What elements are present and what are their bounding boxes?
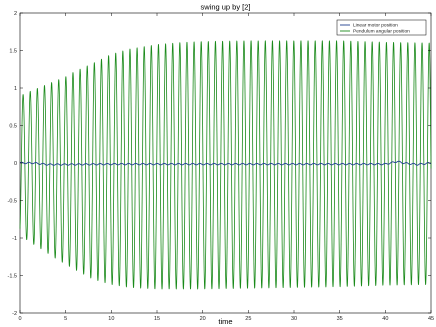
legend-label-linear-motor: Linear motor position — [353, 23, 398, 29]
y-tick-label: 1.5 — [9, 49, 17, 55]
y-tick-label: -0.5 — [8, 199, 17, 205]
x-tick-label: 0 — [18, 316, 21, 322]
x-tick-label: 40 — [382, 316, 388, 322]
y-tick-label: 0.5 — [9, 124, 17, 130]
x-tick-label: 20 — [200, 316, 206, 322]
x-tick-label: 30 — [291, 316, 297, 322]
y-tick-label: -1.5 — [8, 274, 17, 280]
x-tick-label: 45 — [428, 316, 434, 322]
x-tick-label: 15 — [154, 316, 160, 322]
series-line-linear-motor — [19, 160, 432, 166]
series-line-pendulum — [19, 40, 432, 290]
legend: Linear motor position Pendulum angular p… — [336, 19, 427, 36]
y-tick-label: -2 — [12, 311, 17, 317]
series-layer — [19, 40, 432, 290]
y-tick-label: 1 — [14, 86, 17, 92]
y-tick-label: 0 — [14, 161, 17, 167]
x-tick-label: 25 — [245, 316, 251, 322]
x-tick-label: 35 — [337, 316, 343, 322]
legend-box — [336, 19, 427, 36]
chart-title: swing up by [2] — [200, 3, 250, 12]
y-tick-label: 2 — [14, 11, 17, 17]
x-axis-title: time — [218, 317, 232, 326]
x-tick-label: 5 — [64, 316, 67, 322]
y-tick-label: -1 — [12, 236, 17, 242]
x-tick-label: 10 — [108, 316, 114, 322]
legend-label-pendulum: Pendulum angular position — [353, 29, 410, 35]
tick-layer: 0 5 10 15 20 25 30 35 40 45 -2 -1.5 -1 -0.5 0 0.5 1 1.5 2 — [8, 11, 435, 322]
